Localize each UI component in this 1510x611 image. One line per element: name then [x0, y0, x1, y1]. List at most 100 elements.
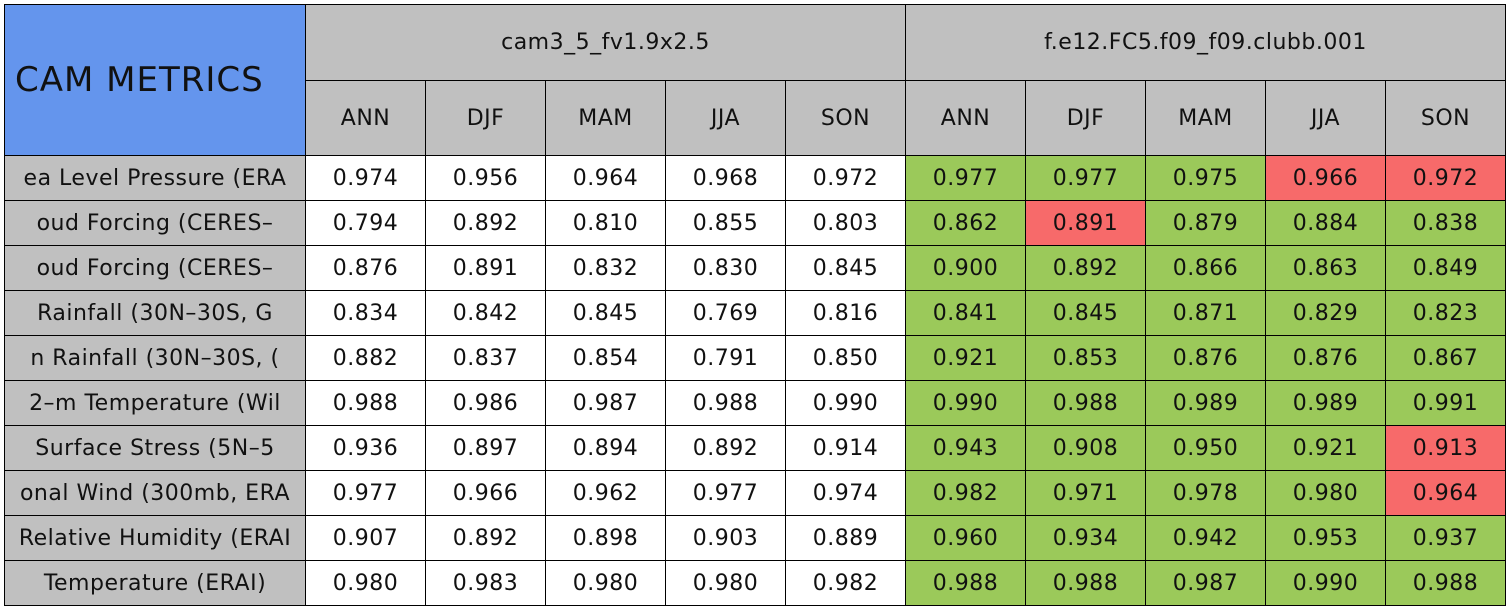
base-value: 0.769 [665, 290, 786, 336]
base-value: 0.977 [665, 470, 786, 516]
base-value: 0.845 [785, 245, 906, 291]
test-value: 0.960 [905, 515, 1026, 561]
test-value: 0.900 [905, 245, 1026, 291]
base-value: 0.936 [305, 425, 426, 471]
base-value: 0.966 [425, 470, 546, 516]
season-header: ANN [905, 80, 1026, 156]
base-value: 0.830 [665, 245, 786, 291]
base-value: 0.876 [305, 245, 426, 291]
base-value: 0.982 [785, 560, 906, 606]
test-value: 0.921 [905, 335, 1026, 381]
base-value: 0.837 [425, 335, 546, 381]
test-value: 0.841 [905, 290, 1026, 336]
base-value: 0.845 [545, 290, 666, 336]
test-value: 0.849 [1385, 245, 1506, 291]
base-value: 0.855 [665, 200, 786, 246]
test-value: 0.876 [1145, 335, 1266, 381]
group-header: cam3_5_fv1.9x2.5 [305, 4, 906, 81]
test-value: 0.908 [1025, 425, 1146, 471]
row-label: oud Forcing (CERES– [4, 245, 306, 291]
test-value: 0.942 [1145, 515, 1266, 561]
base-value: 0.832 [545, 245, 666, 291]
test-value: 0.913 [1385, 425, 1506, 471]
season-header: SON [785, 80, 906, 156]
base-value: 0.964 [545, 155, 666, 201]
season-header: MAM [1145, 80, 1266, 156]
base-value: 0.894 [545, 425, 666, 471]
base-value: 0.794 [305, 200, 426, 246]
test-value: 0.891 [1025, 200, 1146, 246]
base-value: 0.810 [545, 200, 666, 246]
season-header: ANN [305, 80, 426, 156]
test-value: 0.987 [1145, 560, 1266, 606]
test-value: 0.978 [1145, 470, 1266, 516]
base-value: 0.988 [665, 380, 786, 426]
test-value: 0.964 [1385, 470, 1506, 516]
test-value: 0.838 [1385, 200, 1506, 246]
base-value: 0.854 [545, 335, 666, 381]
base-value: 0.980 [305, 560, 426, 606]
test-value: 0.988 [1025, 380, 1146, 426]
test-value: 0.879 [1145, 200, 1266, 246]
base-value: 0.892 [425, 200, 546, 246]
base-value: 0.986 [425, 380, 546, 426]
test-value: 0.972 [1385, 155, 1506, 201]
test-value: 0.921 [1265, 425, 1386, 471]
season-header: DJF [425, 80, 546, 156]
row-label: onal Wind (300mb, ERA [4, 470, 306, 516]
base-value: 0.834 [305, 290, 426, 336]
row-label: oud Forcing (CERES– [4, 200, 306, 246]
base-value: 0.816 [785, 290, 906, 336]
base-value: 0.914 [785, 425, 906, 471]
season-header: SON [1385, 80, 1506, 156]
base-value: 0.988 [305, 380, 426, 426]
test-value: 0.871 [1145, 290, 1266, 336]
base-value: 0.903 [665, 515, 786, 561]
base-value: 0.892 [665, 425, 786, 471]
base-value: 0.980 [545, 560, 666, 606]
test-value: 0.988 [1025, 560, 1146, 606]
row-label: Temperature (ERAI) [4, 560, 306, 606]
row-label: 2–m Temperature (Wil [4, 380, 306, 426]
test-value: 0.867 [1385, 335, 1506, 381]
row-label: Rainfall (30N–30S, G [4, 290, 306, 336]
test-value: 0.943 [905, 425, 1026, 471]
base-value: 0.987 [545, 380, 666, 426]
base-value: 0.990 [785, 380, 906, 426]
season-header: JJA [1265, 80, 1386, 156]
test-value: 0.980 [1265, 470, 1386, 516]
group-header: f.e12.FC5.f09_f09.clubb.001 [905, 4, 1506, 81]
row-label: Relative Humidity (ERAI [4, 515, 306, 561]
base-value: 0.882 [305, 335, 426, 381]
base-value: 0.972 [785, 155, 906, 201]
test-value: 0.934 [1025, 515, 1146, 561]
test-value: 0.950 [1145, 425, 1266, 471]
test-value: 0.989 [1145, 380, 1266, 426]
test-value: 0.863 [1265, 245, 1386, 291]
test-value: 0.991 [1385, 380, 1506, 426]
season-header: MAM [545, 80, 666, 156]
test-value: 0.853 [1025, 335, 1146, 381]
row-label: n Rainfall (30N–30S, ( [4, 335, 306, 381]
base-value: 0.968 [665, 155, 786, 201]
row-label: Surface Stress (5N–5 [4, 425, 306, 471]
test-value: 0.977 [1025, 155, 1146, 201]
base-value: 0.842 [425, 290, 546, 336]
base-value: 0.907 [305, 515, 426, 561]
base-value: 0.892 [425, 515, 546, 561]
test-value: 0.823 [1385, 290, 1506, 336]
test-value: 0.845 [1025, 290, 1146, 336]
base-value: 0.977 [305, 470, 426, 516]
base-value: 0.897 [425, 425, 546, 471]
test-value: 0.975 [1145, 155, 1266, 201]
row-label: ea Level Pressure (ERA [4, 155, 306, 201]
test-value: 0.990 [905, 380, 1026, 426]
corner-title: CAM METRICS [4, 4, 306, 156]
base-value: 0.791 [665, 335, 786, 381]
base-value: 0.974 [785, 470, 906, 516]
test-value: 0.884 [1265, 200, 1386, 246]
test-value: 0.988 [1385, 560, 1506, 606]
test-value: 0.990 [1265, 560, 1386, 606]
test-value: 0.977 [905, 155, 1026, 201]
